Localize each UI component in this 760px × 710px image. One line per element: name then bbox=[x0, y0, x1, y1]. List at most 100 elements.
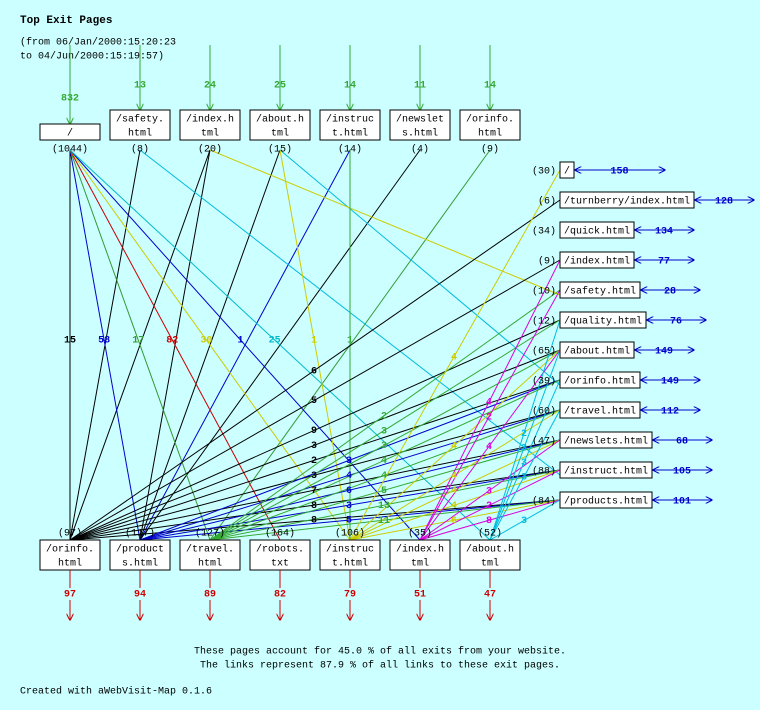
entry-count: 14 bbox=[484, 81, 496, 92]
page-box bbox=[559, 281, 641, 299]
label-bg bbox=[200, 588, 220, 600]
page-count: (9) bbox=[481, 144, 499, 156]
page-label: tml bbox=[271, 128, 289, 140]
exit-count: 28 bbox=[664, 287, 676, 298]
link-count: 3 bbox=[521, 472, 527, 483]
link-count: 3 bbox=[381, 441, 387, 452]
page-count: (84) bbox=[532, 496, 556, 508]
entry-count: 25 bbox=[274, 81, 286, 92]
exit-count: 82 bbox=[274, 590, 286, 601]
link-count: 3 bbox=[521, 516, 527, 527]
link bbox=[69, 379, 561, 541]
entry-count: 832 bbox=[61, 94, 79, 105]
link bbox=[69, 349, 561, 541]
link-count: 25 bbox=[269, 336, 281, 347]
link bbox=[69, 409, 561, 541]
page-box bbox=[319, 109, 381, 141]
page-label: /index.h bbox=[186, 114, 234, 126]
label-bg bbox=[130, 588, 150, 600]
page-label: /turnberry/index.html bbox=[564, 196, 690, 208]
page-box bbox=[559, 191, 695, 209]
exit-count: 79 bbox=[344, 590, 356, 601]
page-box bbox=[179, 539, 241, 571]
link bbox=[69, 149, 491, 541]
page-count: (88) bbox=[532, 466, 556, 478]
link bbox=[349, 469, 561, 541]
link-count: 8 bbox=[486, 516, 492, 527]
link bbox=[349, 349, 561, 541]
link-count: 3 bbox=[521, 458, 527, 469]
link bbox=[69, 499, 561, 541]
page-label: /about.h bbox=[466, 544, 514, 556]
link-count: 4 bbox=[381, 456, 387, 467]
link bbox=[139, 379, 561, 541]
summary: The links represent 87.9 % of all links … bbox=[200, 660, 560, 672]
link bbox=[69, 149, 351, 541]
page-count: (14) bbox=[338, 144, 362, 156]
page-label: html bbox=[128, 128, 152, 140]
link bbox=[349, 499, 561, 541]
page-count: (9) bbox=[538, 256, 556, 268]
exit-count: 158 bbox=[610, 167, 628, 178]
page-box bbox=[559, 461, 653, 479]
exit-count: 149 bbox=[655, 347, 673, 358]
page-box bbox=[39, 123, 101, 141]
link-count: 4 bbox=[451, 486, 457, 497]
page-count: (4) bbox=[411, 144, 429, 156]
page-label: /orinfo. bbox=[46, 544, 94, 556]
page-count: (97) bbox=[58, 528, 82, 540]
link bbox=[419, 289, 561, 541]
links bbox=[69, 149, 561, 541]
page-box bbox=[459, 109, 521, 141]
page-label: /products.html bbox=[564, 496, 648, 508]
link-count: 2 bbox=[486, 501, 492, 512]
link bbox=[209, 439, 561, 541]
page-label: /quick.html bbox=[564, 226, 630, 238]
link bbox=[209, 409, 561, 541]
page-count: (127) bbox=[195, 528, 225, 540]
link-count: 2 bbox=[381, 411, 387, 422]
exit-count: 68 bbox=[676, 437, 688, 448]
link bbox=[69, 149, 281, 541]
page-count: (30) bbox=[532, 166, 556, 178]
link bbox=[209, 379, 561, 541]
page-label: /quality.html bbox=[564, 316, 642, 328]
page-label: tml bbox=[201, 128, 219, 140]
exit-count: 89 bbox=[204, 590, 216, 601]
page-count: (164) bbox=[265, 528, 295, 540]
link-count: 1 bbox=[347, 336, 353, 347]
link-count: 6 bbox=[346, 486, 352, 497]
link bbox=[209, 499, 561, 541]
link bbox=[279, 149, 351, 541]
page-box bbox=[559, 431, 653, 449]
link-count: 8 bbox=[311, 501, 317, 512]
link bbox=[489, 499, 561, 541]
link-count: 6 bbox=[311, 366, 317, 377]
link-count: 5 bbox=[381, 486, 387, 497]
exit-count: 77 bbox=[658, 257, 670, 268]
link-count: 7 bbox=[311, 486, 317, 497]
link bbox=[349, 169, 561, 541]
page-box bbox=[39, 539, 101, 571]
label-bg bbox=[270, 588, 290, 600]
nodes: 832/(1044)13/safety.html(8)24/index.html… bbox=[39, 45, 754, 620]
link-count: 5 bbox=[311, 396, 317, 407]
page-box bbox=[459, 539, 521, 571]
page-count: (15) bbox=[268, 144, 292, 156]
page-count: (6) bbox=[538, 196, 556, 208]
page-label: t.html bbox=[332, 128, 368, 140]
link bbox=[209, 319, 561, 541]
summary: These pages account for 45.0 % of all ex… bbox=[194, 646, 566, 658]
entry-count: 14 bbox=[344, 81, 356, 92]
link-count: 2 bbox=[521, 429, 527, 440]
link-count: 4 bbox=[486, 398, 492, 409]
exit-count: 149 bbox=[661, 377, 679, 388]
entry-count: 13 bbox=[134, 81, 146, 92]
link bbox=[489, 349, 561, 541]
page-label: /about.h bbox=[256, 114, 304, 126]
link bbox=[69, 149, 421, 541]
page-count: (35) bbox=[408, 528, 432, 540]
exit-count: 47 bbox=[484, 590, 496, 601]
link-count: 8 bbox=[311, 516, 317, 527]
link-count: 2 bbox=[486, 412, 492, 423]
